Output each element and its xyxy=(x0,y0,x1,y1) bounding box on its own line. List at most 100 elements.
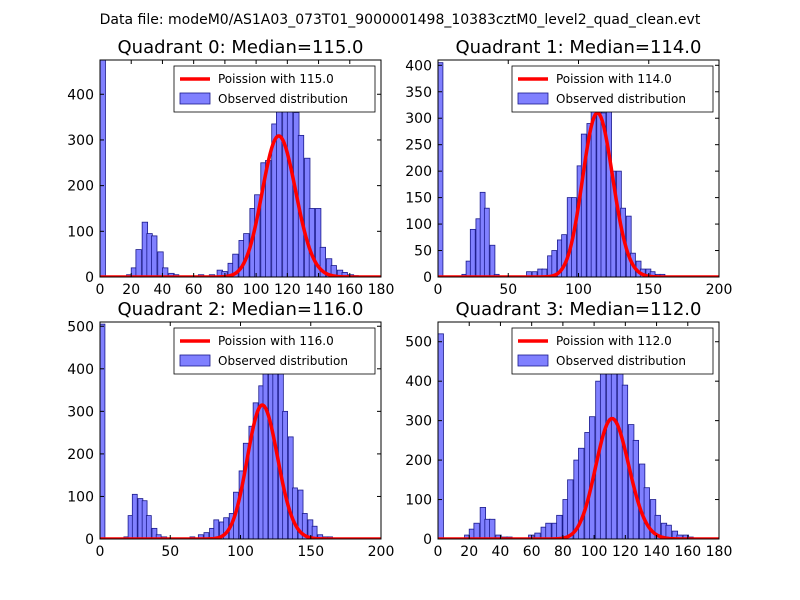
x-tick-label: 0 xyxy=(434,544,443,560)
legend-label-observed: Observed distribution xyxy=(556,354,686,368)
x-tick-label: 100 xyxy=(581,544,608,560)
y-tick-label: 0 xyxy=(85,270,94,286)
poisson-curve xyxy=(100,134,381,277)
histogram-bar xyxy=(197,534,204,539)
y-tick-label: 250 xyxy=(405,138,432,154)
y-tick-label: 300 xyxy=(405,111,432,127)
histogram-bar xyxy=(676,534,683,539)
histogram-bar xyxy=(145,515,152,539)
histogram-bar xyxy=(534,532,541,539)
poisson-curve xyxy=(438,111,719,277)
x-tick-label: 200 xyxy=(706,282,733,298)
y-tick-label: 100 xyxy=(405,493,432,509)
legend-label-poisson: Poission with 115.0 xyxy=(218,72,334,86)
x-tick-label: 200 xyxy=(368,544,395,560)
histogram-bar xyxy=(131,493,138,539)
histogram-bar xyxy=(495,534,502,539)
y-tick-label: 400 xyxy=(67,87,94,103)
subplot-title: Quadrant 0: Median=115.0 xyxy=(118,37,364,58)
histogram-bar xyxy=(276,107,283,277)
histogram-bar xyxy=(473,522,480,539)
histogram-bar xyxy=(341,272,348,277)
histogram-bar xyxy=(317,534,324,539)
x-tick-label: 0 xyxy=(96,282,105,298)
histogram-bar xyxy=(292,487,298,539)
y-tick-label: 0 xyxy=(85,532,94,548)
x-tick-label: 180 xyxy=(706,544,733,560)
legend: Poission with 115.0 Observed distribution xyxy=(173,65,376,113)
y-tick-label: 400 xyxy=(405,374,432,390)
legend-label-observed: Observed distribution xyxy=(556,92,686,106)
figure-suptitle: Data file: modeM0/AS1A03_073T01_90000014… xyxy=(100,12,701,28)
histogram-bar xyxy=(232,253,239,277)
histogram-bar xyxy=(567,479,574,539)
y-tick-label: 150 xyxy=(405,191,432,207)
legend-label-poisson: Poission with 116.0 xyxy=(218,334,334,348)
histogram-bar xyxy=(643,487,650,539)
x-tick-label: 150 xyxy=(297,544,324,560)
subplot-quadrant-0: Quadrant 0: Median=115.00 20 40 60 80 100 120 1… xyxy=(67,37,394,298)
y-tick-label: 200 xyxy=(405,164,432,180)
x-tick-label: 140 xyxy=(305,282,332,298)
y-tick-label: 500 xyxy=(67,319,94,335)
histogram-bar xyxy=(599,364,607,539)
subplot-quadrant-2: Quadrant 2: Median=116.0 0 50 100 150 200 0 100… xyxy=(67,299,394,560)
histogram-bar xyxy=(556,514,563,539)
y-tick-label: 400 xyxy=(67,362,94,378)
y-tick-label: 200 xyxy=(67,179,94,195)
x-tick-label: 80 xyxy=(216,282,234,298)
histogram-bar xyxy=(100,60,106,277)
legend-bar-swatch xyxy=(179,354,211,367)
y-tick-label: 300 xyxy=(67,404,94,420)
x-tick-label: 100 xyxy=(565,282,592,298)
histogram-bar xyxy=(438,62,444,277)
subplot-title: Quadrant 2: Median=116.0 xyxy=(118,299,364,320)
x-tick-label: 180 xyxy=(368,282,395,298)
x-tick-label: 160 xyxy=(674,544,701,560)
y-tick-label: 0 xyxy=(423,532,432,548)
histogram-bar xyxy=(282,410,288,539)
x-tick-label: 140 xyxy=(643,544,670,560)
x-tick-label: 60 xyxy=(185,282,203,298)
histogram-bar xyxy=(330,265,337,277)
histogram-bar xyxy=(252,402,259,539)
y-tick-label: 100 xyxy=(67,224,94,240)
x-tick-label: 80 xyxy=(554,544,572,560)
histogram-bar xyxy=(135,249,142,277)
histogram-bar xyxy=(469,228,476,277)
legend-label-poisson: Poission with 114.0 xyxy=(556,72,672,86)
histogram-bar xyxy=(203,532,210,539)
legend: Poission with 114.0 Observed distribution xyxy=(511,65,714,113)
y-tick-label: 100 xyxy=(405,217,432,233)
x-tick-label: 150 xyxy=(635,282,662,298)
legend-bar-swatch xyxy=(179,92,211,105)
histogram-bar xyxy=(489,518,496,539)
histogram-bar xyxy=(319,246,326,277)
histogram-bar xyxy=(155,534,162,539)
subplot-title: Quadrant 1: Median=114.0 xyxy=(456,37,702,58)
x-tick-label: 0 xyxy=(96,544,105,560)
y-tick-label: 350 xyxy=(405,85,432,101)
axes-frame xyxy=(99,59,382,278)
y-tick-label: 200 xyxy=(67,447,94,463)
x-tick-label: 40 xyxy=(492,544,510,560)
x-tick-label: 60 xyxy=(523,544,541,560)
histogram-bar xyxy=(242,442,249,539)
histogram-bar xyxy=(213,519,220,539)
histogram-bar xyxy=(157,251,164,277)
x-tick-label: 120 xyxy=(612,544,639,560)
axes-frame xyxy=(437,321,720,540)
histogram-bar xyxy=(665,524,672,539)
y-tick-label: 400 xyxy=(405,58,432,74)
y-tick-label: 50 xyxy=(414,244,432,260)
x-tick-label: 40 xyxy=(154,282,172,298)
histogram-bar xyxy=(308,208,316,277)
x-tick-label: 20 xyxy=(122,282,140,298)
histogram-bar xyxy=(483,207,490,277)
x-tick-label: 0 xyxy=(434,282,443,298)
y-tick-label: 300 xyxy=(405,414,432,430)
subplot-title: Quadrant 3: Median=112.0 xyxy=(456,299,702,320)
legend: Poission with 116.0 Observed distribution xyxy=(173,327,376,375)
x-tick-label: 120 xyxy=(274,282,301,298)
